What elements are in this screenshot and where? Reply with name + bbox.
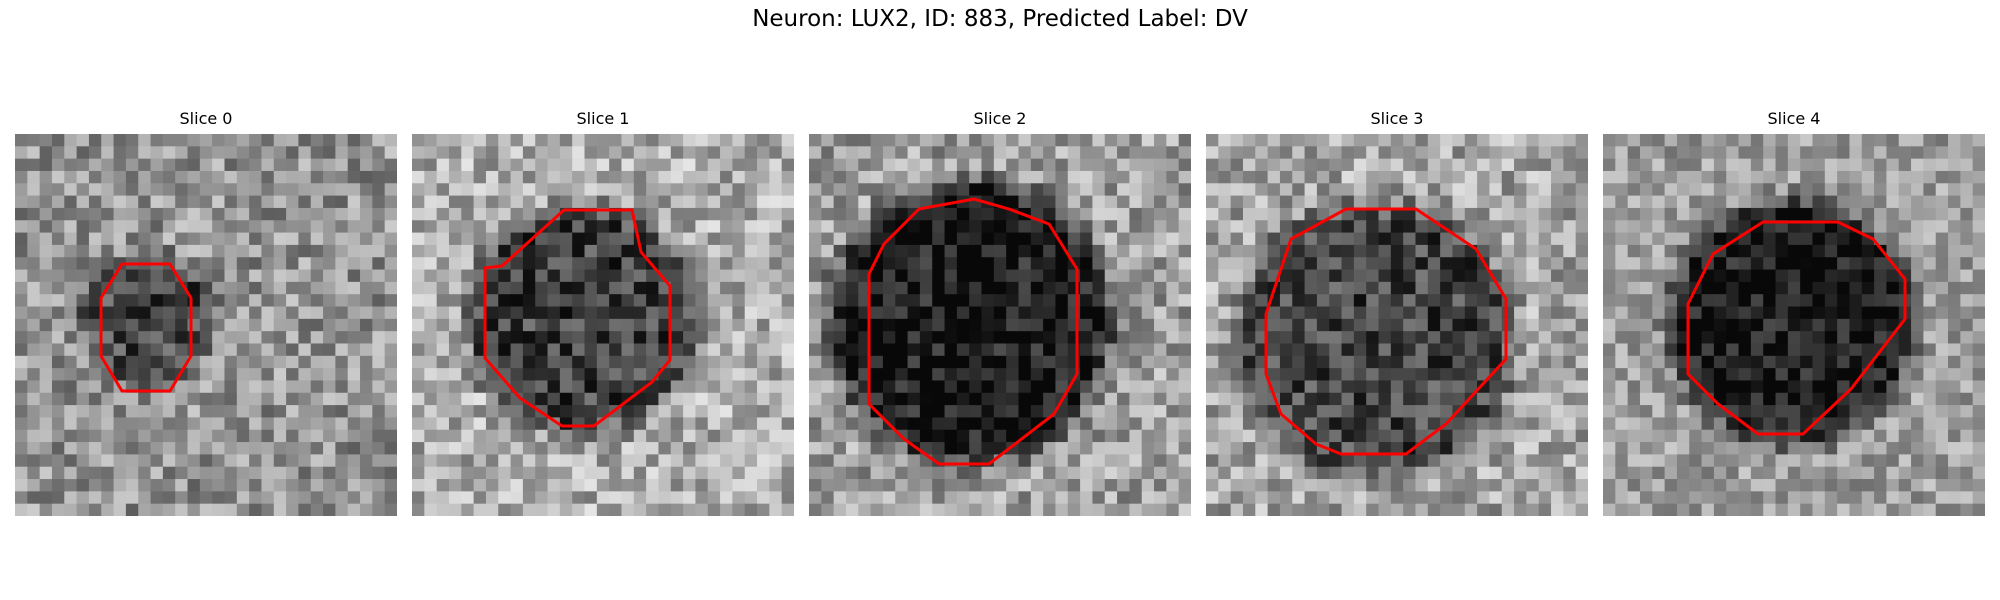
roi-contour xyxy=(867,197,1079,466)
pixel-grid xyxy=(1206,134,1588,516)
slice-image-3 xyxy=(1206,134,1588,516)
panel-title: Slice 1 xyxy=(576,109,630,128)
slice-image-2 xyxy=(809,134,1191,516)
roi-contour xyxy=(483,208,672,428)
panel-title: Slice 3 xyxy=(1370,109,1424,128)
roi-contour xyxy=(1264,207,1508,456)
roi-contour xyxy=(1686,220,1907,436)
slice-image-1 xyxy=(412,134,794,516)
panel-slice-2: Slice 2 xyxy=(809,108,1191,516)
pixel-grid xyxy=(15,134,397,516)
pixel-grid xyxy=(412,134,794,516)
panel-title: Slice 4 xyxy=(1767,109,1821,128)
slice-image-0 xyxy=(15,134,397,516)
panel-title: Slice 0 xyxy=(179,109,233,128)
panel-slice-4: Slice 4 xyxy=(1603,108,1985,516)
panel-slice-1: Slice 1 xyxy=(412,108,794,516)
panel-title: Slice 2 xyxy=(973,109,1027,128)
pixel-grid xyxy=(1603,134,1985,516)
pixel-grid xyxy=(809,134,1191,516)
panel-slice-3: Slice 3 xyxy=(1206,108,1588,516)
slice-image-4 xyxy=(1603,134,1985,516)
panel-slice-0: Slice 0 xyxy=(15,108,397,516)
roi-contour xyxy=(99,262,193,393)
figure-title: Neuron: LUX2, ID: 883, Predicted Label: … xyxy=(752,6,1248,32)
